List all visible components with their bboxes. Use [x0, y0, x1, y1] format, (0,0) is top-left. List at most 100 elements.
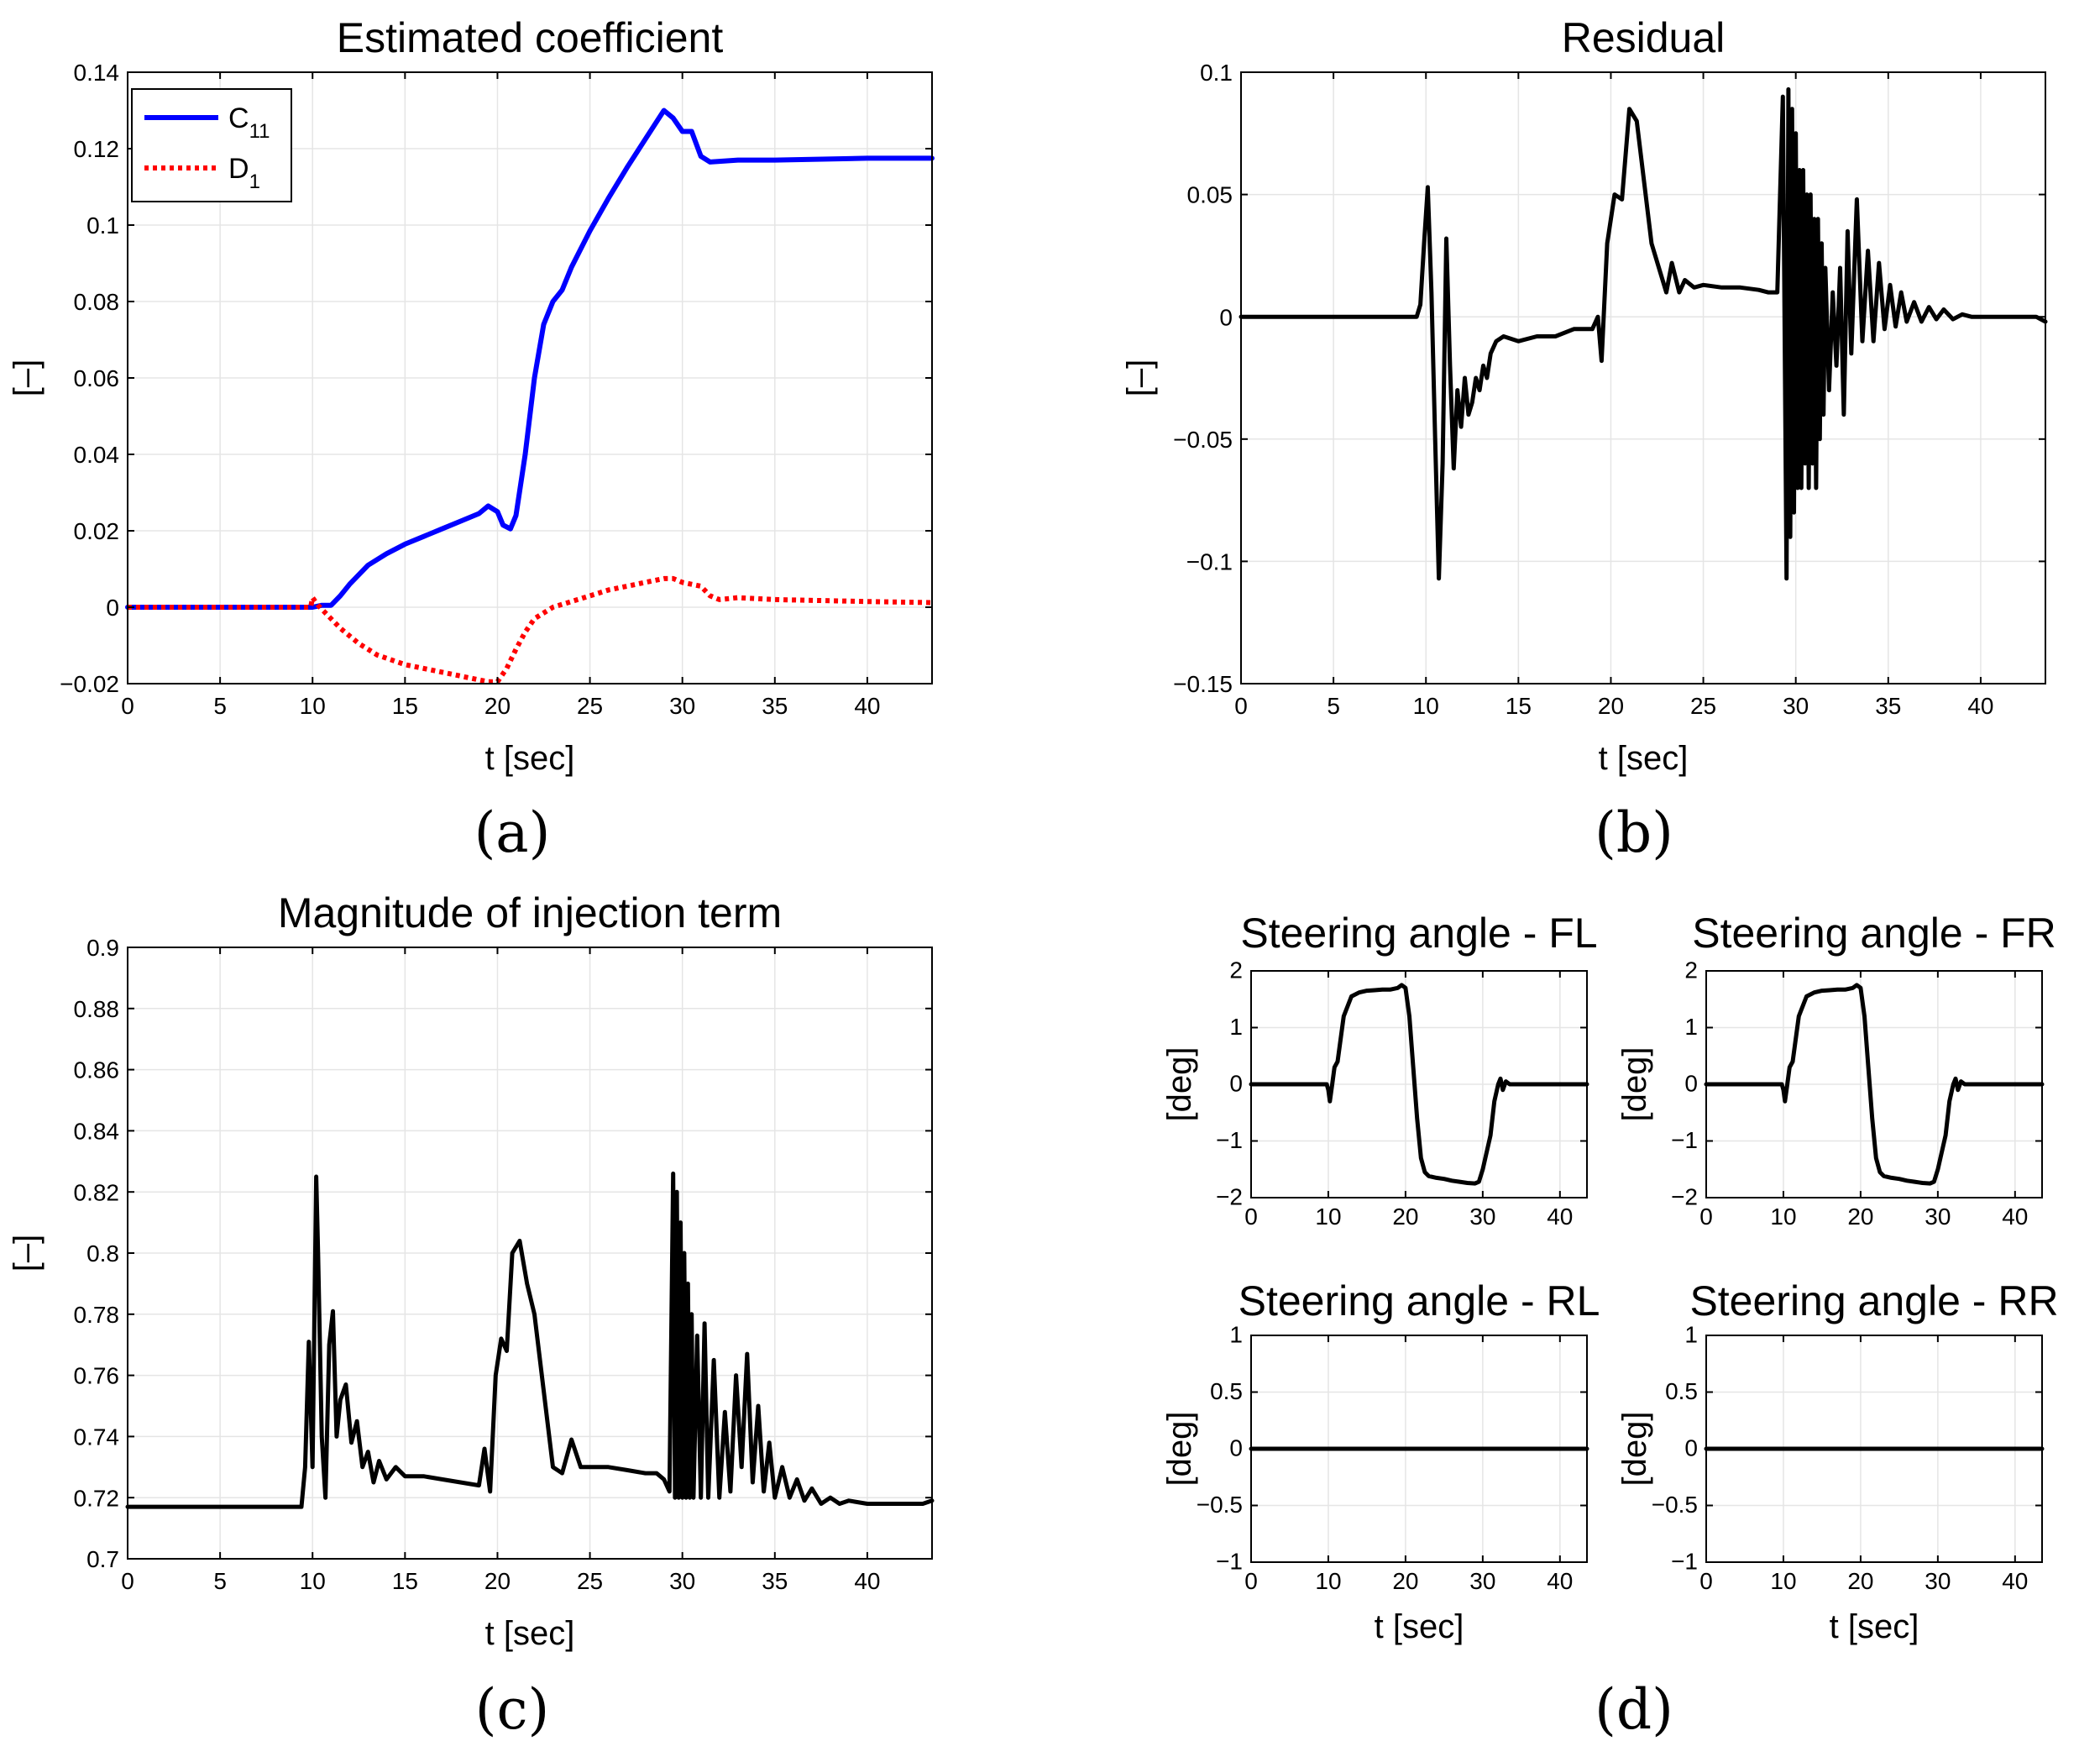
x-tick-label: 20	[1598, 693, 1624, 719]
panel-label-a: (a)	[474, 800, 551, 865]
series-line-fr	[1704, 983, 2045, 1186]
y-tick-label: 0.78	[74, 1302, 120, 1328]
y-axis-label: [deg]	[1161, 1047, 1198, 1122]
y-tick-label: 1	[1684, 1322, 1698, 1348]
chart-title: Steering angle - RL	[1239, 1277, 1600, 1324]
x-tick-label: 0	[1699, 1568, 1713, 1594]
y-tick-label: 0.5	[1210, 1378, 1243, 1404]
x-tick-label: 30	[669, 693, 695, 719]
y-tick-label: 0.74	[74, 1424, 120, 1450]
x-tick-label: 0	[1244, 1204, 1258, 1230]
x-tick-label: 40	[1547, 1204, 1573, 1230]
y-tick-label: 0	[1219, 304, 1233, 330]
y-tick-label: 0.1	[1200, 60, 1233, 86]
x-tick-label: 10	[300, 1568, 326, 1594]
x-tick-label: 15	[392, 693, 418, 719]
y-tick-label: 2	[1684, 957, 1698, 983]
series-line-residual	[1239, 87, 2048, 581]
y-tick-label: 0	[1684, 1071, 1698, 1097]
x-tick-label: 20	[1847, 1568, 1873, 1594]
x-tick-label: 0	[1244, 1568, 1258, 1594]
y-tick-label: 0.84	[74, 1118, 120, 1144]
x-tick-label: 40	[2002, 1204, 2028, 1230]
y-tick-label: 0	[1684, 1435, 1698, 1461]
x-tick-label: 30	[1925, 1204, 1951, 1230]
panel-label-c: (c)	[475, 1677, 549, 1742]
x-tick-label: 10	[1315, 1568, 1341, 1594]
x-axis-label: t [sec]	[1375, 1608, 1464, 1645]
x-tick-label: 25	[1690, 693, 1716, 719]
y-tick-label: 0.82	[74, 1179, 120, 1205]
y-tick-label: 0.86	[74, 1057, 120, 1083]
axes-box	[1240, 71, 2046, 684]
y-tick-label: −0.05	[1173, 427, 1233, 453]
legend-c11-name: C	[228, 102, 249, 134]
x-tick-label: 20	[1847, 1204, 1873, 1230]
legend-label-d1: D1	[228, 153, 260, 193]
chart-residual: 0 5 10 15 20 25 30 35 40 −0.15 −0.1 −0.05 0 0.05 0.1 Re…	[1121, 14, 2048, 777]
y-tick-label: 0.06	[74, 365, 120, 391]
chart-title: Residual	[1562, 14, 1726, 61]
y-tick-label: 0.72	[74, 1485, 120, 1511]
series-line-injection	[125, 1171, 935, 1509]
y-tick-label: 0.04	[74, 442, 120, 468]
x-tick-label: 35	[762, 1568, 788, 1594]
y-tick-label: −2	[1671, 1184, 1698, 1210]
chart-title: Steering angle - FR	[1692, 910, 2056, 957]
panel-label-d: (d)	[1595, 1677, 1673, 1742]
legend-c11-sub: 11	[249, 120, 270, 143]
x-tick-label: 20	[484, 1568, 511, 1594]
y-tick-label: 0.88	[74, 996, 120, 1022]
x-axis-label: t [sec]	[1830, 1608, 1919, 1645]
x-tick-label: 40	[854, 1568, 880, 1594]
y-axis-label: [–]	[8, 359, 45, 396]
y-tick-label: 0.76	[74, 1363, 120, 1389]
x-tick-label: 15	[392, 1568, 418, 1594]
x-tick-label: 30	[1925, 1568, 1951, 1594]
x-tick-label: 40	[2002, 1568, 2028, 1594]
chart-injection-magnitude: 0 5 10 15 20 25 30 35 40 0.7 0.72 0.74 0.76 0.78 0.8 0.…	[8, 889, 935, 1652]
y-tick-label: −1	[1216, 1549, 1243, 1575]
y-axis-label: [deg]	[1616, 1412, 1653, 1487]
x-tick-label: 10	[300, 693, 326, 719]
y-tick-label: 1	[1684, 1014, 1698, 1040]
x-tick-label: 25	[577, 693, 603, 719]
x-tick-label: 10	[1413, 693, 1439, 719]
x-axis-label: t [sec]	[1599, 740, 1689, 777]
y-tick-label: 0.8	[86, 1240, 119, 1267]
x-tick-label: 10	[1315, 1204, 1341, 1230]
x-tick-label: 30	[1783, 693, 1809, 719]
x-tick-label: 15	[1506, 693, 1532, 719]
x-tick-label: 35	[1875, 693, 1901, 719]
series-line-c	[125, 108, 935, 610]
x-tick-label: 5	[1327, 693, 1340, 719]
x-tick-label: 5	[213, 1568, 227, 1594]
x-tick-label: 35	[762, 693, 788, 719]
series-line-d	[128, 575, 933, 684]
x-tick-label: 0	[1234, 693, 1248, 719]
y-tick-label: 0.12	[74, 136, 120, 162]
y-tick-label: 0	[1229, 1071, 1243, 1097]
y-tick-label: 2	[1229, 957, 1243, 983]
y-tick-label: 0.5	[1665, 1378, 1698, 1404]
y-tick-label: −0.5	[1197, 1492, 1243, 1518]
chart-title: Steering angle - RR	[1689, 1277, 2058, 1324]
x-tick-label: 30	[669, 1568, 695, 1594]
x-tick-label: 20	[484, 693, 511, 719]
y-tick-label: −0.02	[60, 671, 119, 697]
legend: C11 D1	[131, 88, 292, 202]
y-tick-label: −1	[1671, 1549, 1698, 1575]
y-tick-label: 0.1	[86, 212, 119, 239]
y-tick-label: 1	[1229, 1322, 1243, 1348]
y-tick-label: −0.15	[1173, 671, 1233, 697]
chart-title: Steering angle - FL	[1240, 910, 1597, 957]
x-tick-label: 10	[1770, 1204, 1796, 1230]
x-tick-label: 0	[121, 1568, 134, 1594]
y-tick-label: −0.5	[1652, 1492, 1698, 1518]
y-tick-label: 0.9	[86, 935, 119, 961]
y-tick-label: 0	[1229, 1435, 1243, 1461]
y-tick-label: 1	[1229, 1014, 1243, 1040]
